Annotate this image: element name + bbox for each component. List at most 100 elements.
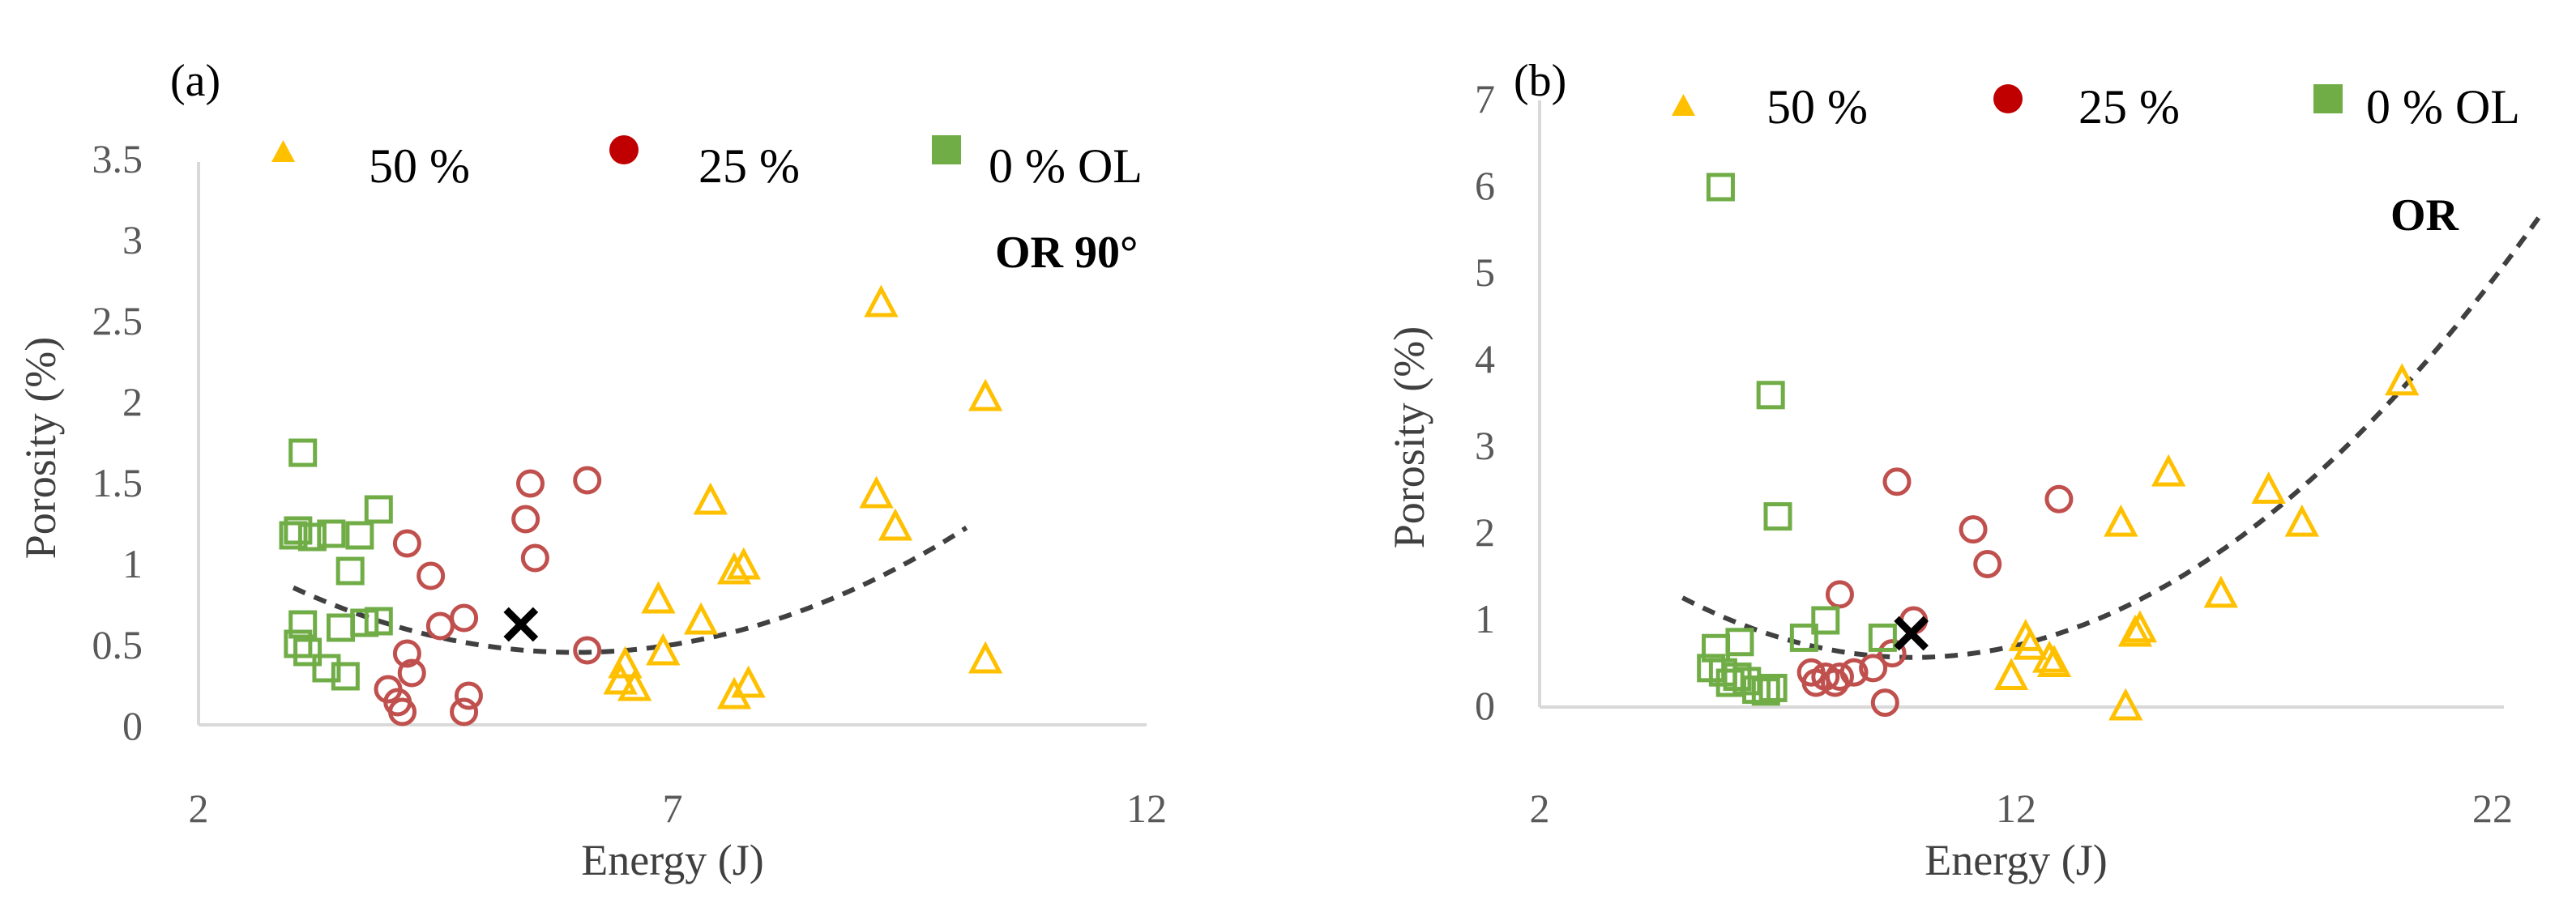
y-tick-label: 3.5: [92, 136, 143, 181]
point-50pct: [2385, 363, 2420, 396]
legend-b: 50 % 25 % 0 % OL: [1672, 80, 2520, 134]
point-50pct: [968, 641, 1003, 674]
point-0pct-ol: [1758, 673, 1788, 702]
x-axis-title-a: Energy (J): [581, 836, 763, 884]
plot-area-b: [1681, 173, 2543, 721]
point-0pct-ol: [1725, 628, 1754, 657]
point-25pct: [454, 681, 483, 710]
legend-marker-25: [1993, 84, 2023, 113]
legend-label-0: 0 % OL: [2366, 80, 2520, 134]
point-0pct-ol: [279, 521, 308, 550]
point-0pct-ol: [1811, 606, 1840, 635]
point-50pct: [968, 378, 1003, 411]
trendline: [1681, 214, 2543, 660]
panel-label-a: (a): [170, 56, 220, 106]
legend-marker-0: [2313, 84, 2343, 113]
point-25pct: [392, 639, 421, 668]
point-50pct: [2013, 627, 2048, 660]
point-0pct-ol: [312, 654, 341, 683]
legend-label-0: 0 % OL: [989, 139, 1143, 193]
mean-marker: [1894, 616, 1929, 651]
point-50pct: [864, 284, 899, 317]
point-50pct: [716, 676, 752, 709]
point-0pct-ol: [1706, 173, 1735, 202]
x-ticks-b: 2 12 22: [1530, 786, 2514, 831]
point-50pct: [2036, 645, 2072, 677]
y-tick-label: 2: [1475, 509, 1495, 555]
point-50pct: [2104, 504, 2138, 537]
legend-label-50: 50 %: [369, 139, 470, 193]
point-25pct: [450, 603, 479, 633]
y-tick-label: 2.5: [92, 298, 143, 343]
y-tick-label: 0.5: [92, 622, 143, 667]
point-25pct: [392, 529, 421, 558]
point-0pct-ol: [350, 608, 379, 637]
point-25pct: [573, 466, 602, 495]
panel-a: (a) 50 % 25 % 0 % OL OR 90° Porosity (%)…: [16, 56, 1167, 884]
y-tick-label: 1: [1475, 596, 1495, 641]
y-tick-label: 7: [1475, 76, 1495, 121]
point-25pct: [516, 469, 545, 498]
point-0pct-ol: [1751, 677, 1780, 706]
point-25pct: [1801, 668, 1831, 697]
x-tick-label: 2: [189, 786, 209, 831]
point-50pct: [683, 602, 719, 635]
point-50pct: [2284, 504, 2319, 537]
point-0pct-ol: [288, 438, 318, 467]
point-0pct-ol: [335, 556, 365, 586]
x-tick-label: 2: [1530, 786, 1550, 831]
point-50pct: [617, 668, 652, 701]
point-25pct: [1870, 688, 1899, 718]
x-tick-label: 12: [1126, 786, 1167, 831]
point-25pct: [1825, 580, 1854, 609]
x-tick-label: 12: [1996, 786, 2036, 831]
point-25pct: [397, 658, 426, 688]
point-25pct: [1959, 515, 1988, 544]
point-50pct: [2117, 614, 2153, 647]
point-0pct-ol: [288, 610, 318, 639]
plot-area-a: [279, 284, 1003, 726]
point-25pct: [417, 561, 446, 590]
point-25pct: [1973, 549, 2002, 578]
point-50pct: [693, 482, 728, 515]
y-ticks-b: 0 1 2 3 4 5 6 7: [1475, 76, 1495, 728]
point-0pct-ol: [345, 521, 374, 550]
legend-marker-25: [609, 135, 639, 164]
point-25pct: [1859, 654, 1888, 683]
point-0pct-ol: [317, 519, 346, 548]
point-0pct-ol: [327, 613, 355, 642]
point-50pct: [2151, 454, 2186, 487]
mean-marker: [503, 607, 539, 642]
point-25pct: [2044, 484, 2074, 513]
x-tick-label: 22: [2472, 786, 2513, 831]
legend-marker-0: [932, 135, 961, 164]
y-axis-title-a: Porosity (%): [16, 337, 65, 559]
legend-label-25: 25 %: [698, 139, 800, 193]
point-50pct: [641, 581, 676, 614]
annotation-a: OR 90°: [995, 228, 1138, 278]
y-tick-label: 1.5: [92, 460, 143, 505]
point-50pct: [2108, 688, 2143, 721]
y-tick-label: 3: [122, 217, 143, 262]
y-tick-label: 3: [1475, 423, 1495, 468]
point-25pct: [1882, 467, 1912, 496]
point-0pct-ol: [364, 495, 393, 524]
trendline: [292, 526, 968, 655]
panel-label-b: (b): [1514, 56, 1566, 106]
y-tick-label: 5: [1475, 249, 1495, 295]
y-tick-label: 4: [1475, 336, 1495, 381]
y-tick-label: 1: [122, 541, 143, 586]
point-0pct-ol: [1756, 381, 1785, 410]
point-0pct-ol: [1789, 623, 1818, 652]
point-0pct-ol: [297, 522, 327, 552]
point-25pct: [425, 611, 455, 641]
legend-marker-50: [271, 140, 295, 162]
x-tick-label: 7: [663, 786, 683, 831]
point-50pct: [859, 475, 894, 509]
point-25pct: [1878, 639, 1907, 668]
x-axis-title-b: Energy (J): [1925, 836, 2107, 884]
annotation-b: OR: [2390, 190, 2459, 241]
y-tick-label: 2: [122, 379, 143, 424]
point-50pct: [716, 552, 752, 585]
